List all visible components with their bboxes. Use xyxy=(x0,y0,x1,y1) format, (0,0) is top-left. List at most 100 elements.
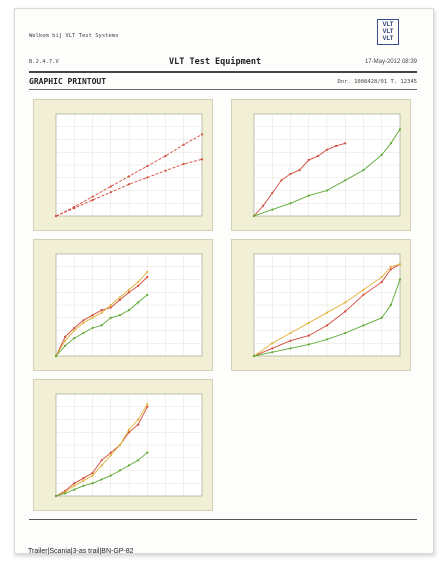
data-point xyxy=(82,321,85,324)
version-text: B.2.4.7.V xyxy=(29,59,59,65)
data-point xyxy=(380,280,383,284)
data-point xyxy=(100,464,103,467)
data-point xyxy=(82,319,85,322)
data-point xyxy=(146,403,149,406)
data-point xyxy=(137,423,140,426)
footer-divider xyxy=(29,519,417,520)
data-point xyxy=(100,324,103,327)
data-point xyxy=(164,154,167,158)
data-point xyxy=(344,301,347,304)
data-point xyxy=(91,195,94,198)
document-number: Dnr. 1008428/01 T. 12345 xyxy=(337,79,417,85)
data-point xyxy=(109,316,112,319)
data-point xyxy=(398,128,402,131)
data-point xyxy=(289,202,292,205)
data-point xyxy=(389,265,392,268)
data-point xyxy=(398,278,402,281)
header-divider xyxy=(29,71,417,73)
data-point xyxy=(307,321,310,324)
chart-5 xyxy=(54,393,203,498)
printout-page: Welkom bij VLT Test Systems VLT VLT VLT … xyxy=(14,8,434,554)
data-point xyxy=(325,148,329,151)
logo-text-3: VLT xyxy=(382,36,394,42)
data-point xyxy=(73,488,76,491)
data-point xyxy=(316,154,319,158)
page-title: VLT Test Equipment xyxy=(169,57,262,67)
data-point xyxy=(289,339,292,342)
chart-4 xyxy=(252,253,402,358)
data-point xyxy=(118,296,121,299)
data-point xyxy=(127,464,131,467)
data-point xyxy=(307,194,310,197)
section-divider xyxy=(29,89,417,90)
data-point xyxy=(100,311,103,314)
series-line-2 xyxy=(253,129,401,217)
data-point xyxy=(200,158,204,161)
chart-panel-1 xyxy=(33,99,213,231)
data-point xyxy=(64,335,67,338)
series-line-2 xyxy=(55,158,203,217)
data-point xyxy=(146,405,149,408)
data-point xyxy=(118,314,121,317)
data-point xyxy=(82,331,85,335)
header-row: B.2.4.7.V VLT Test Equipment 17-May-2012… xyxy=(29,57,417,69)
data-point xyxy=(109,451,112,454)
chart-panel-4 xyxy=(231,239,411,371)
data-point xyxy=(380,153,383,156)
data-point xyxy=(137,418,140,421)
data-point xyxy=(118,469,121,472)
data-point xyxy=(389,142,392,145)
data-point xyxy=(146,176,149,179)
data-point xyxy=(146,275,149,279)
data-point xyxy=(109,303,112,307)
data-point xyxy=(362,293,365,296)
data-point xyxy=(91,474,94,477)
data-point xyxy=(54,494,58,498)
data-point xyxy=(344,331,347,335)
data-point xyxy=(127,428,131,431)
data-point xyxy=(137,280,140,284)
data-point xyxy=(127,183,131,186)
data-point xyxy=(307,334,310,337)
data-point xyxy=(64,344,67,347)
section-title: GRAPHIC PRINTOUT xyxy=(29,77,107,86)
data-point xyxy=(91,326,94,330)
chart-2 xyxy=(252,113,402,218)
series-line-2 xyxy=(253,263,401,357)
chart-panel-2 xyxy=(231,99,411,231)
data-point xyxy=(64,492,67,495)
data-point xyxy=(91,482,94,485)
data-point xyxy=(127,175,131,178)
data-point xyxy=(137,284,140,287)
data-point xyxy=(137,459,140,462)
data-point xyxy=(100,459,103,462)
data-point xyxy=(146,270,149,273)
data-point xyxy=(54,214,58,218)
data-point xyxy=(91,471,94,475)
data-point xyxy=(64,339,67,342)
data-point xyxy=(82,477,85,480)
data-point xyxy=(146,165,149,168)
data-point xyxy=(362,169,365,172)
data-point xyxy=(146,293,149,296)
data-point xyxy=(289,347,292,350)
data-point xyxy=(118,298,121,301)
data-point xyxy=(54,354,58,358)
vlt-logo: VLT VLT VLT xyxy=(377,19,399,45)
data-point xyxy=(362,288,365,291)
data-point xyxy=(73,329,76,332)
data-point xyxy=(271,208,274,211)
data-point xyxy=(109,191,112,194)
data-point xyxy=(73,326,76,330)
data-point xyxy=(91,314,94,317)
trailer-text: Trailer|Scania|3-as trail|BN-GP-82 xyxy=(28,548,134,555)
data-point xyxy=(252,214,256,218)
logo-text-1: VLT xyxy=(382,22,394,28)
data-point xyxy=(252,354,256,358)
data-point xyxy=(307,158,310,161)
data-point xyxy=(289,172,292,176)
data-point xyxy=(73,337,76,340)
data-point xyxy=(344,310,347,313)
data-point xyxy=(127,288,131,291)
data-point xyxy=(325,311,329,314)
